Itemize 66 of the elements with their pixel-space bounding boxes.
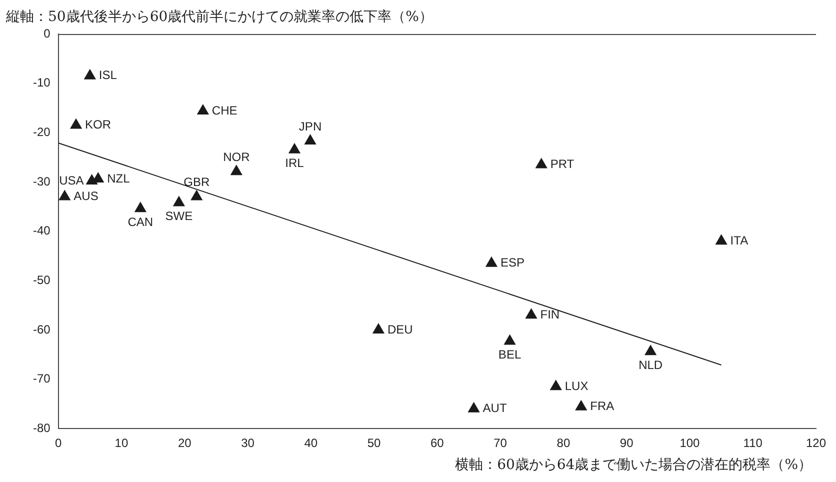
annotation: NZL xyxy=(107,171,130,186)
annotation: ISL xyxy=(98,68,118,82)
annotation: NLD xyxy=(638,358,663,372)
point xyxy=(58,190,71,200)
x-tick-label: 50 xyxy=(367,436,382,450)
point xyxy=(485,256,498,267)
point xyxy=(190,190,203,200)
annotation: SWE xyxy=(165,209,193,224)
annotation: GBR xyxy=(184,175,210,190)
annotation: PRT xyxy=(550,157,575,172)
x-tick-label: 70 xyxy=(494,436,508,450)
annotation: USA xyxy=(59,173,84,188)
point xyxy=(372,322,385,334)
annotation: CHE xyxy=(212,103,238,118)
y-tick-label: -20 xyxy=(33,124,51,139)
annotation: BEL xyxy=(498,348,522,362)
point xyxy=(134,202,146,212)
y-tick-label: -10 xyxy=(33,76,51,90)
x-tick-label: 80 xyxy=(556,436,570,450)
annotation: ITA xyxy=(730,233,748,248)
annotation: AUS xyxy=(74,189,98,204)
point xyxy=(504,334,516,345)
annotation: FRA xyxy=(590,399,614,414)
x-tick-label: 60 xyxy=(430,436,444,450)
x-axis-title: 横軸：60歳から64歳まで働いた場合の潜在的税率（%） xyxy=(455,456,812,474)
y-tick-label: -30 xyxy=(33,174,51,188)
point xyxy=(70,118,82,129)
annotation: AUT xyxy=(482,401,508,416)
y-axis-title: 縦軸：50歳代後半から60歳代前半にかけての就業率の低下率（%） xyxy=(6,8,433,26)
annotation: NOR xyxy=(223,150,250,164)
point xyxy=(575,400,588,410)
annotation: ESP xyxy=(500,256,524,270)
x-tick-label: 20 xyxy=(178,436,192,450)
x-tick-label: 40 xyxy=(304,436,318,450)
annotation: JPN xyxy=(298,119,322,134)
y-tick-label: -40 xyxy=(33,224,51,238)
annotation: LUX xyxy=(564,378,588,393)
y-tick-label: -50 xyxy=(33,272,51,287)
x-tick-label: 110 xyxy=(743,436,763,450)
point xyxy=(172,196,185,206)
point xyxy=(84,68,96,80)
x-tick-label: 10 xyxy=(114,436,128,450)
point xyxy=(196,104,209,114)
y-tick-label: 0 xyxy=(44,26,51,40)
point xyxy=(230,164,242,176)
point xyxy=(535,158,548,168)
point xyxy=(525,308,538,319)
annotation: FIN xyxy=(540,307,560,322)
y-tick-label: -60 xyxy=(33,322,51,336)
y-tick-label: -70 xyxy=(33,372,51,386)
annotation: KOR xyxy=(85,118,112,132)
x-tick-label: 30 xyxy=(241,436,255,450)
point xyxy=(715,234,728,245)
x-tick-label: 120 xyxy=(806,436,826,450)
x-tick-label: 0 xyxy=(55,436,62,450)
point xyxy=(288,142,301,154)
annotation: IRL xyxy=(285,156,304,170)
point xyxy=(468,402,480,412)
x-tick-label: 100 xyxy=(680,436,700,450)
x-tick-label: 90 xyxy=(620,436,634,450)
point xyxy=(550,380,562,390)
point xyxy=(304,134,316,145)
annotation: CAN xyxy=(128,214,154,229)
annotation: DEU xyxy=(387,322,413,336)
point xyxy=(644,344,657,356)
y-tick-label: -80 xyxy=(33,420,51,435)
